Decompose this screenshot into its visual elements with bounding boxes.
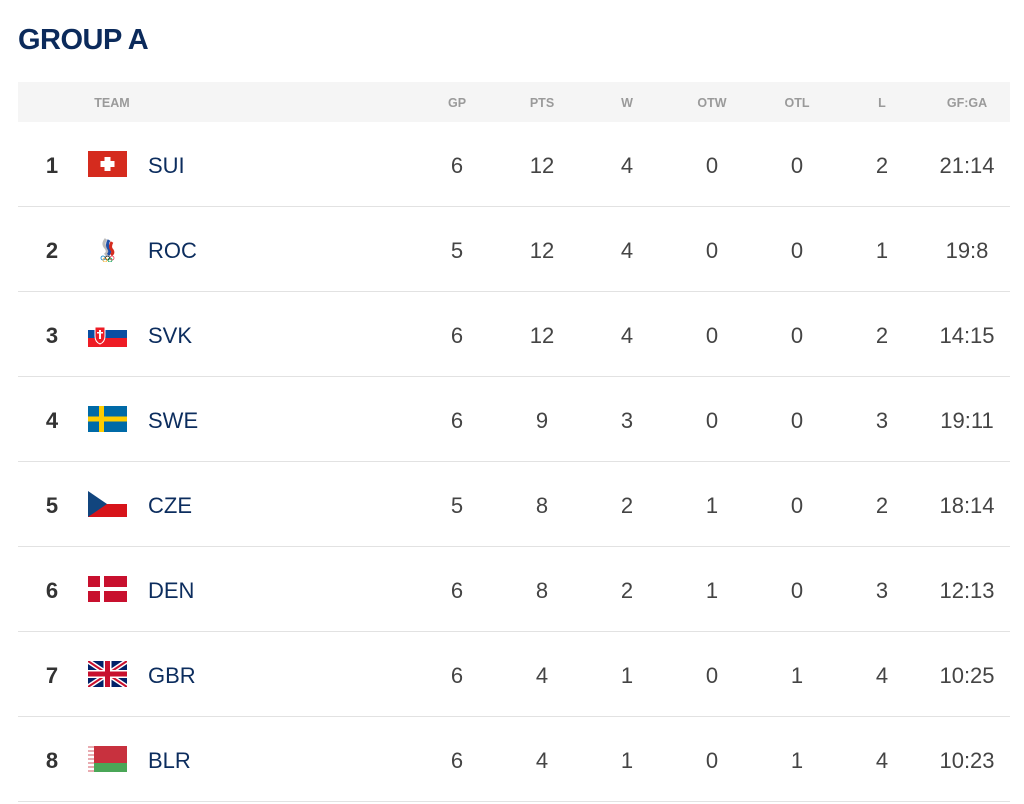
- w-value: 4: [620, 323, 634, 348]
- col-otl[interactable]: OTL: [784, 96, 810, 110]
- gfga-value: 10:23: [939, 748, 995, 773]
- table-row[interactable]: 3 SVK 6 12 4 0 0 2 14:15: [18, 292, 1010, 377]
- great-britain-flag-icon: [88, 661, 127, 687]
- pts-value: 12: [529, 153, 555, 178]
- pts-value: 4: [535, 663, 549, 688]
- rank: 3: [45, 323, 59, 348]
- gp-value: 6: [450, 408, 464, 433]
- rank: 4: [45, 408, 59, 433]
- rank: 8: [45, 748, 59, 773]
- otl-value: 0: [790, 578, 804, 603]
- gp-value: 6: [450, 578, 464, 603]
- team-name[interactable]: DEN: [148, 578, 195, 603]
- rank: 7: [45, 663, 59, 688]
- pts-value: 12: [529, 238, 555, 263]
- switzerland-flag-icon: [88, 151, 127, 177]
- otl-value: 1: [790, 663, 804, 688]
- l-value: 1: [875, 238, 889, 263]
- l-value: 3: [875, 408, 889, 433]
- table-row[interactable]: 1 SUI 6 12 4 0 0 2 21:14: [18, 122, 1010, 207]
- l-value: 2: [875, 323, 889, 348]
- l-value: 4: [875, 663, 889, 688]
- l-value: 2: [875, 493, 889, 518]
- team-name[interactable]: ROC: [148, 238, 197, 263]
- otl-value: 1: [790, 748, 804, 773]
- denmark-flag-icon: [88, 576, 127, 602]
- table-row[interactable]: 5 CZE 5 8 2 1 0 2 18:14: [18, 462, 1010, 547]
- gp-value: 6: [450, 663, 464, 688]
- gp-value: 5: [450, 493, 464, 518]
- w-value: 1: [620, 748, 634, 773]
- otl-value: 0: [790, 323, 804, 348]
- gp-value: 6: [450, 153, 464, 178]
- roc-emblem-icon: [100, 238, 115, 262]
- otl-value: 0: [790, 493, 804, 518]
- rank: 1: [45, 153, 59, 178]
- standings-table: TEAM GP PTS W OTW OTL L GF:GA 1 SUI 6 12 4 0…: [18, 82, 1010, 802]
- otw-value: 0: [705, 238, 719, 263]
- w-value: 3: [620, 408, 634, 433]
- l-value: 2: [875, 153, 889, 178]
- w-value: 4: [620, 153, 634, 178]
- team-name[interactable]: CZE: [148, 493, 192, 518]
- belarus-flag-icon: [88, 746, 127, 772]
- table-row[interactable]: 6 DEN 6 8 2 1 0 3 12:13: [18, 547, 1010, 632]
- gfga-value: 18:14: [939, 493, 995, 518]
- col-otw[interactable]: OTW: [697, 96, 727, 110]
- table-row[interactable]: 2 ROC 5 12 4 0 0 1 19:8: [18, 207, 1010, 292]
- gp-value: 6: [450, 323, 464, 348]
- col-gfga[interactable]: GF:GA: [946, 96, 988, 110]
- w-value: 2: [620, 493, 634, 518]
- table-row[interactable]: 7 GBR 6 4 1 0 1 4 10:25: [18, 632, 1010, 717]
- czechia-flag-icon: [88, 491, 127, 517]
- rank: 5: [45, 493, 59, 518]
- rank: 2: [45, 238, 59, 263]
- col-w[interactable]: W: [621, 96, 633, 110]
- l-value: 3: [875, 578, 889, 603]
- col-team[interactable]: TEAM: [94, 96, 130, 110]
- team-name[interactable]: SWE: [148, 408, 199, 433]
- group-title: GROUP A: [18, 24, 149, 56]
- pts-value: 8: [535, 493, 549, 518]
- team-name[interactable]: SUI: [148, 153, 185, 178]
- team-name[interactable]: BLR: [148, 748, 191, 773]
- gfga-value: 19:11: [940, 408, 994, 433]
- pts-value: 4: [535, 748, 549, 773]
- pts-value: 9: [535, 408, 549, 433]
- table-row[interactable]: 8 BLR 6 4 1 0 1 4 10:23: [18, 717, 1010, 802]
- pts-value: 8: [535, 578, 549, 603]
- gfga-value: 14:15: [939, 323, 995, 348]
- gfga-value: 10:25: [939, 663, 995, 688]
- pts-value: 12: [529, 323, 555, 348]
- gfga-value: 19:8: [945, 238, 989, 263]
- l-value: 4: [875, 748, 889, 773]
- team-name[interactable]: GBR: [148, 663, 196, 688]
- otl-value: 0: [790, 408, 804, 433]
- rank: 6: [45, 578, 59, 603]
- gp-value: 6: [450, 748, 464, 773]
- otl-value: 0: [790, 238, 804, 263]
- otw-value: 0: [705, 663, 719, 688]
- table-row[interactable]: 4 SWE 6 9 3 0 0 3 19:11: [18, 377, 1010, 462]
- otw-value: 0: [705, 153, 719, 178]
- col-gp[interactable]: GP: [447, 96, 467, 110]
- gp-value: 5: [450, 238, 464, 263]
- otw-value: 0: [705, 408, 719, 433]
- col-pts[interactable]: PTS: [529, 96, 555, 110]
- w-value: 1: [620, 663, 634, 688]
- w-value: 4: [620, 238, 634, 263]
- sweden-flag-icon: [88, 406, 127, 432]
- otw-value: 1: [705, 578, 719, 603]
- team-name[interactable]: SVK: [148, 323, 193, 348]
- table-header: TEAM GP PTS W OTW OTL L GF:GA: [18, 82, 1010, 122]
- otw-value: 1: [705, 493, 719, 518]
- w-value: 2: [620, 578, 634, 603]
- otl-value: 0: [790, 153, 804, 178]
- otw-value: 0: [705, 748, 719, 773]
- col-l[interactable]: L: [878, 96, 886, 110]
- gfga-value: 21:14: [939, 153, 995, 178]
- otw-value: 0: [705, 323, 719, 348]
- slovakia-flag-icon: [88, 321, 127, 347]
- gfga-value: 12:13: [939, 578, 995, 603]
